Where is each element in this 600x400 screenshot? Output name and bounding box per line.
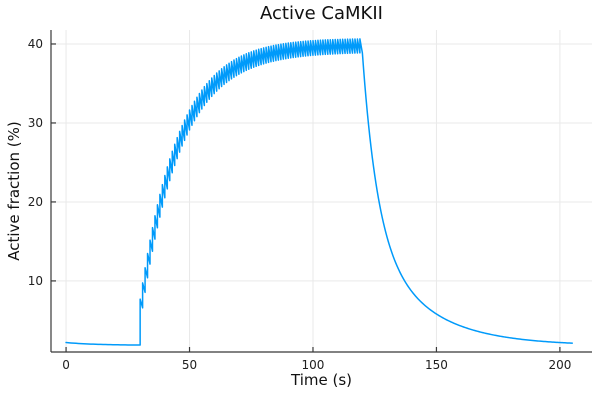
x-axis-label: Time (s) <box>291 371 352 389</box>
x-tick-label-50: 50 <box>182 358 197 372</box>
y-tick-label-30: 30 <box>28 116 43 130</box>
x-tick-label-100: 100 <box>302 358 325 372</box>
y-axis-label: Active fraction (%) <box>5 121 23 261</box>
series-line-active-fraction <box>65 38 573 346</box>
y-tick-label-40: 40 <box>28 37 43 51</box>
x-tick-label-0: 0 <box>62 358 70 372</box>
y-tick-label-10: 10 <box>28 274 43 288</box>
x-tick-label-200: 200 <box>548 358 571 372</box>
x-tick-label-150: 150 <box>425 358 448 372</box>
chart-title: Active CaMKII <box>260 3 383 24</box>
y-tick-label-20: 20 <box>28 195 43 209</box>
